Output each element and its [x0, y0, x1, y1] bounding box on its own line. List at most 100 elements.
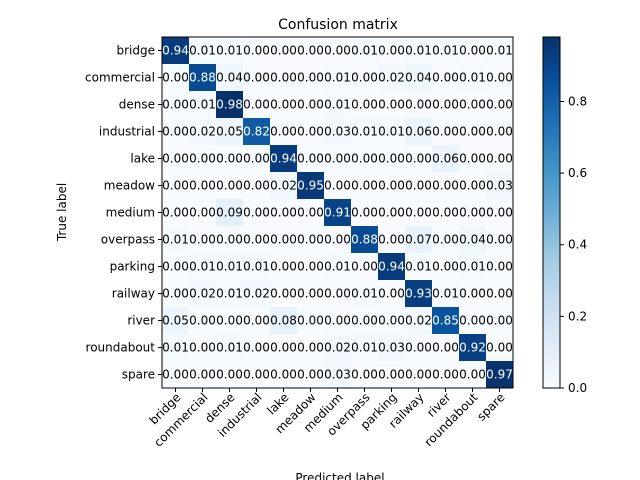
- cell-value: 0.01: [351, 341, 378, 355]
- heatmap-cell: [486, 145, 514, 173]
- heatmap-cell: [216, 361, 244, 389]
- cell-value: 0.00: [162, 260, 189, 274]
- heatmap-cell: [297, 37, 325, 65]
- heatmap-cell: [459, 172, 487, 200]
- heatmap-cell: [189, 253, 217, 281]
- cell-value: 0.00: [405, 341, 432, 355]
- heatmap-cell: [189, 361, 217, 389]
- cell-value: 0.04: [405, 71, 432, 85]
- y-axis-label: True label: [55, 183, 69, 242]
- heatmap-cell: [351, 226, 379, 254]
- cell-value: 0.00: [378, 287, 405, 301]
- heatmap-cell: [405, 118, 433, 146]
- cell-value: 0.00: [432, 206, 459, 220]
- cell-value: 0.94: [378, 260, 405, 274]
- heatmap-cell: [378, 307, 406, 335]
- cell-value: 0.00: [297, 98, 324, 112]
- cell-value: 0.01: [459, 260, 486, 274]
- heatmap-cell: [324, 91, 352, 119]
- cell-value: 0.00: [405, 152, 432, 166]
- heatmap-cell: [189, 334, 217, 362]
- heatmap-cell: [405, 91, 433, 119]
- heatmap-cell: [405, 226, 433, 254]
- heatmap-cell: [459, 361, 487, 389]
- heatmap-cell: [297, 361, 325, 389]
- heatmap-cell: [189, 307, 217, 335]
- heatmap-cell: [162, 91, 190, 119]
- cell-value: 0.01: [405, 260, 432, 274]
- heatmap-cell: [459, 226, 487, 254]
- cell-value: 0.02: [189, 287, 216, 301]
- cell-value: 0.03: [324, 368, 351, 382]
- cell-value: 0.00: [432, 125, 459, 139]
- heatmap-cell: [351, 307, 379, 335]
- cell-value: 0.00: [459, 152, 486, 166]
- cell-value: 0.00: [270, 71, 297, 85]
- cell-value: 0.00: [297, 71, 324, 85]
- cell-value: 0.01: [162, 341, 189, 355]
- heatmap-cell: [378, 118, 406, 146]
- cell-value: 0.00: [378, 44, 405, 58]
- heatmap-cell: [162, 64, 190, 92]
- x-axis-label: Predicted label: [295, 471, 384, 480]
- cell-value: 0.00: [432, 179, 459, 193]
- cell-value: 0.00: [216, 152, 243, 166]
- cell-value: 0.02: [324, 341, 351, 355]
- cell-value: 0.00: [243, 152, 270, 166]
- y-tick-label: commercial: [85, 71, 155, 85]
- heatmap-cell: [243, 253, 271, 281]
- y-tick-label: parking: [110, 260, 155, 274]
- heatmap-cell: [486, 37, 514, 65]
- heatmap-cell: [297, 64, 325, 92]
- heatmap-cell: [324, 172, 352, 200]
- heatmap-cell: [162, 280, 190, 308]
- cell-value: 0.03: [324, 125, 351, 139]
- cell-value: 0.00: [324, 314, 351, 328]
- cell-value: 0.00: [378, 152, 405, 166]
- y-tick-label: overpass: [101, 233, 155, 247]
- cell-value: 0.00: [486, 233, 513, 247]
- cell-value: 0.00: [270, 368, 297, 382]
- heatmap-cell: [378, 91, 406, 119]
- heatmap-cell: [405, 334, 433, 362]
- cell-value: 0.00: [405, 206, 432, 220]
- cell-value: 0.01: [378, 125, 405, 139]
- heatmap-cell: [459, 37, 487, 65]
- cell-value: 0.00: [189, 152, 216, 166]
- heatmap-cell: [378, 361, 406, 389]
- cell-value: 0.01: [324, 98, 351, 112]
- heatmap-cell: [486, 226, 514, 254]
- cell-value: 0.91: [324, 206, 351, 220]
- cell-value: 0.00: [243, 71, 270, 85]
- cell-value: 0.00: [189, 206, 216, 220]
- cell-value: 0.07: [405, 233, 432, 247]
- cell-value: 0.00: [243, 314, 270, 328]
- cell-value: 0.00: [216, 179, 243, 193]
- y-tick-label: roundabout: [86, 341, 156, 355]
- heatmap-cell: [216, 172, 244, 200]
- heatmap-cell: [324, 307, 352, 335]
- heatmap-cell: [486, 307, 514, 335]
- cell-value: 0.00: [432, 260, 459, 274]
- cell-value: 0.00: [162, 287, 189, 301]
- heatmap-cell: [324, 199, 352, 227]
- cell-value: 0.06: [432, 152, 459, 166]
- heatmap-cell: [432, 253, 460, 281]
- heatmap-cell: [459, 64, 487, 92]
- cell-value: 0.00: [189, 368, 216, 382]
- heatmap-cell: [270, 199, 298, 227]
- cell-value: 0.01: [405, 44, 432, 58]
- heatmap-cell: [216, 280, 244, 308]
- y-tick-label: river: [127, 314, 155, 328]
- y-tick-label: lake: [130, 152, 155, 166]
- heatmap-cell: [216, 37, 244, 65]
- cell-value: 0.00: [162, 125, 189, 139]
- colorbar-tick-label: 0.6: [568, 166, 587, 180]
- cell-value: 0.00: [243, 233, 270, 247]
- cell-value: 0.03: [378, 341, 405, 355]
- heatmap-cell: [324, 334, 352, 362]
- heatmap-cell: [432, 199, 460, 227]
- cell-value: 0.01: [216, 341, 243, 355]
- heatmap-cell: [297, 334, 325, 362]
- heatmap-cell: [378, 64, 406, 92]
